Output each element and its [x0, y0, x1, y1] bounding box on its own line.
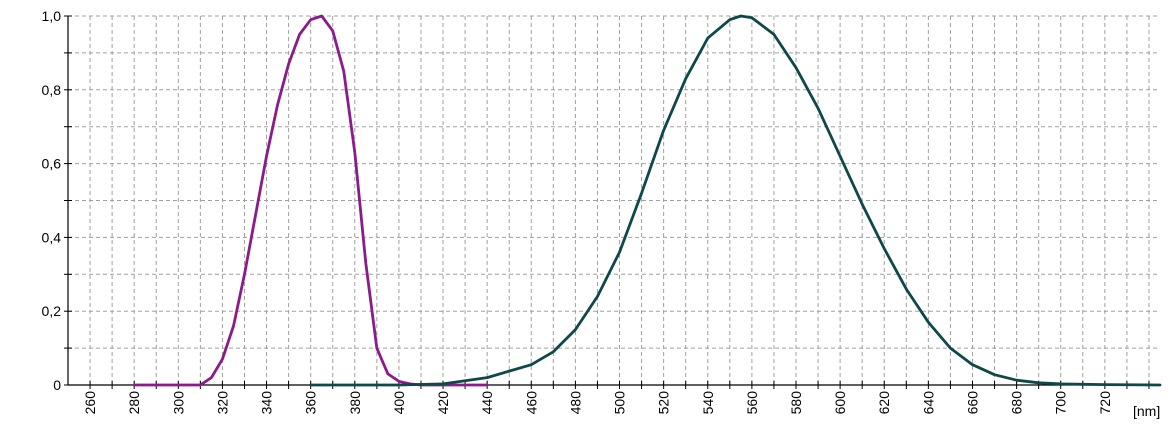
- x-tick-label: 360: [303, 391, 319, 415]
- x-tick-label: 700: [1053, 391, 1069, 415]
- x-tick-label: 260: [82, 391, 98, 415]
- x-tick-label: 680: [1009, 391, 1025, 415]
- x-tick-label: 480: [567, 391, 583, 415]
- x-tick-label: 320: [214, 391, 230, 415]
- axis-layer: 260 280 300 320 340 360 380 400 420 440 460 480 500 5…: [42, 8, 1160, 414]
- x-tick-label: 460: [523, 391, 539, 415]
- series-line-2: [309, 14, 1162, 387]
- y-tick-label: 0,2: [42, 303, 62, 319]
- y-tick-label: 0,6: [42, 156, 62, 172]
- y-tick-label: 1,0: [42, 8, 62, 24]
- x-tick-label: 660: [964, 391, 980, 415]
- x-tick-label: 540: [700, 391, 716, 415]
- x-tick-label: 380: [347, 391, 363, 415]
- x-tick-label: 440: [479, 391, 495, 415]
- x-tick-label: 640: [920, 391, 936, 415]
- y-tick-label: 0,4: [42, 229, 62, 245]
- x-tick-label: 580: [788, 391, 804, 415]
- x-tick-label: 300: [170, 391, 186, 415]
- x-tick-label: 280: [126, 391, 142, 415]
- x-tick-label: 420: [435, 391, 451, 415]
- x-tick-label: 520: [656, 391, 672, 415]
- x-tick-label: 500: [612, 391, 628, 415]
- x-tick-label: 600: [832, 391, 848, 415]
- x-axis-label: [nm]: [1133, 403, 1160, 419]
- y-tick-label: 0,8: [42, 82, 62, 98]
- x-tick-label: 720: [1097, 391, 1113, 415]
- x-tick-label: 620: [876, 391, 892, 415]
- x-tick-label: 340: [259, 391, 275, 415]
- x-tick-label: 560: [744, 391, 760, 415]
- grid-layer: [68, 15, 1160, 385]
- y-tick-label: 0: [53, 377, 61, 393]
- x-tick-label: 400: [391, 391, 407, 415]
- series-layer: [132, 14, 1162, 387]
